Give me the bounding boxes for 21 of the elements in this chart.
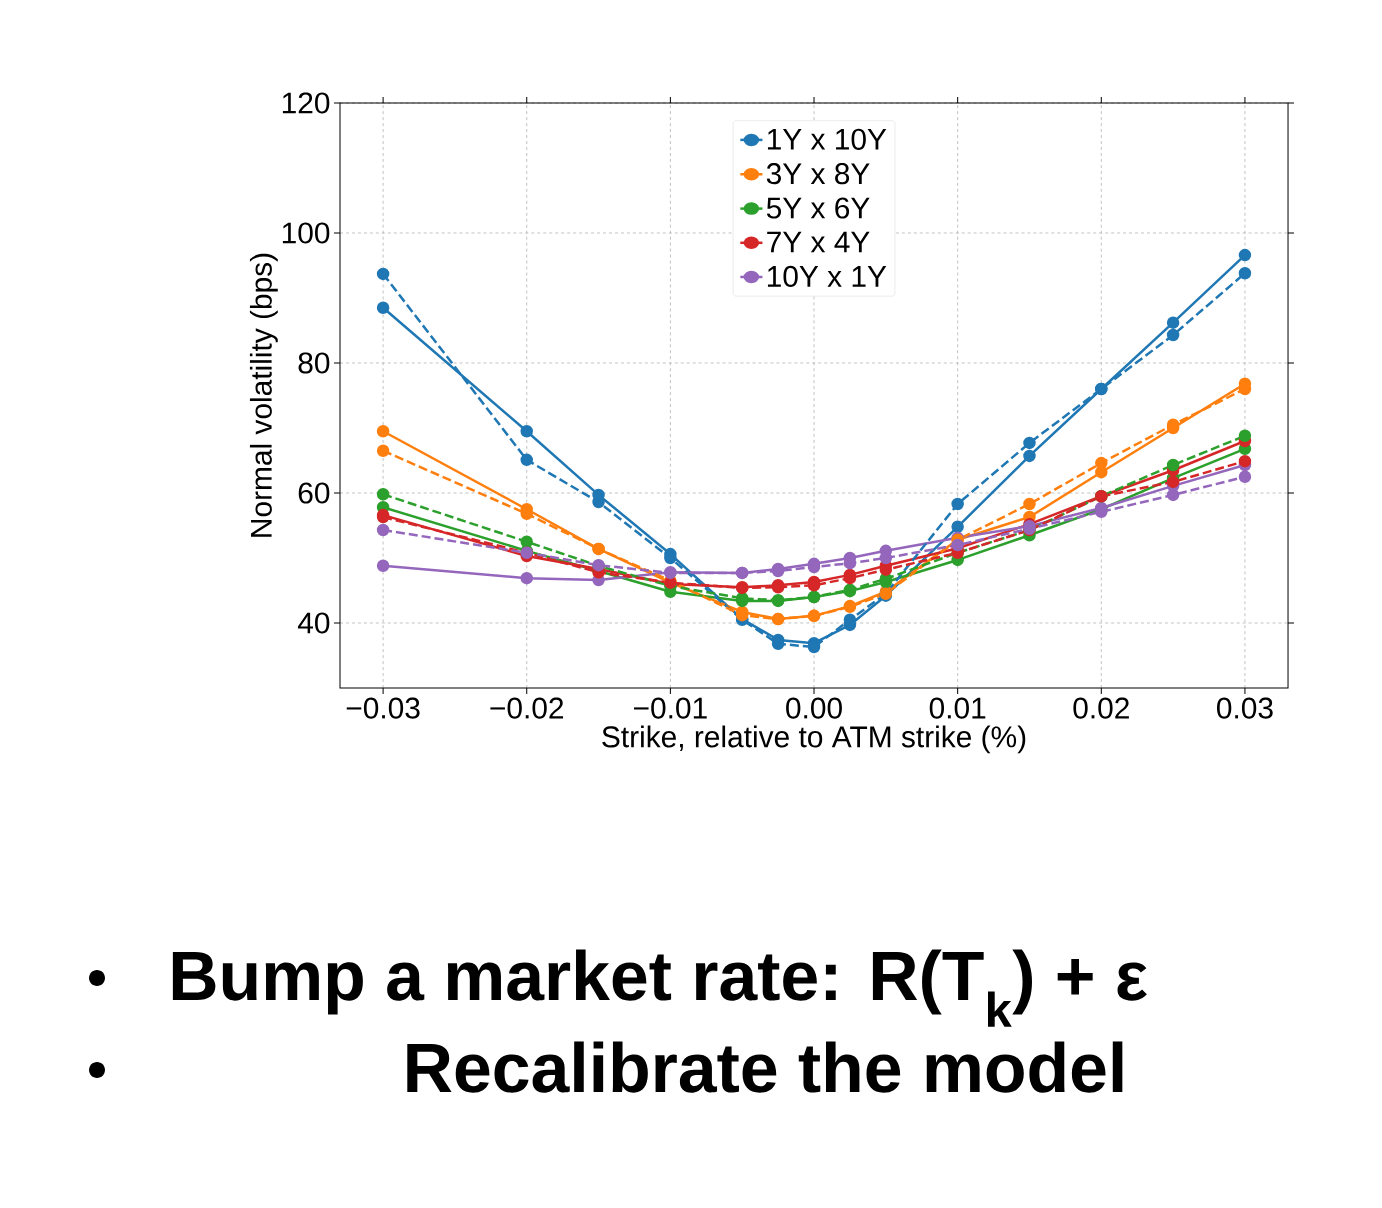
text: Recalibrate the model xyxy=(407,1041,1123,1093)
y-axis-title: Normal volatility (bps) xyxy=(249,253,278,537)
x-tick-label: 0.02 xyxy=(1073,697,1129,719)
x-tick-label: −0.01 xyxy=(634,697,707,719)
y-tick-label: 60 xyxy=(298,482,330,504)
x-tick-label: 0.01 xyxy=(929,697,986,719)
x-tick-label: −0.03 xyxy=(346,697,420,719)
legend-label: 1Y x 10Y xyxy=(767,128,887,150)
legend-label: 10Y x 1Y xyxy=(767,265,887,287)
y-tick-label: 40 xyxy=(297,612,330,634)
x-tick-label: −0.02 xyxy=(490,697,564,719)
x-axis-title: Strike, relative to ATM strike (%) xyxy=(602,725,1026,754)
text: Bump a market rate: R(T$_{k}$) + ε xyxy=(172,949,1147,1027)
y-tick-label: 100 xyxy=(282,222,330,244)
x-tick-label: 0.03 xyxy=(1217,697,1273,719)
legend-label: 7Y x 4Y xyxy=(767,231,870,253)
y-tick-label: 120 xyxy=(282,92,330,114)
x-tick-label: 0.00 xyxy=(786,697,842,719)
y-tick-label: 80 xyxy=(298,352,330,374)
legend-label: 3Y x 8Y xyxy=(766,163,870,185)
legend-label: 5Y x 6Y xyxy=(766,197,870,219)
